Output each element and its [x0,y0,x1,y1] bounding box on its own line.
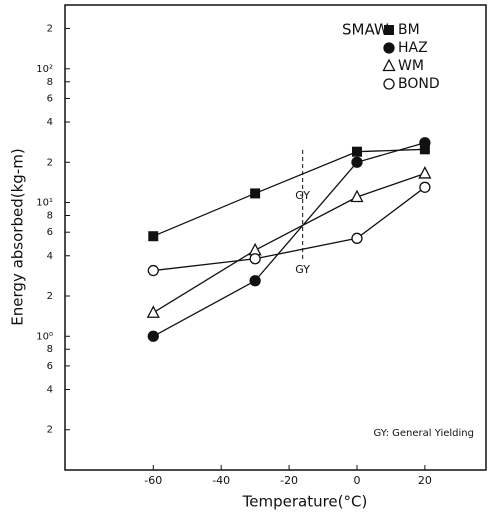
data-point [418,166,432,179]
data-point [147,330,159,342]
y-tick-label: 10² [36,64,53,75]
x-tick-label: 0 [353,474,360,487]
legend-marker [384,25,394,35]
data-point [419,137,431,149]
data-point [351,156,363,168]
note: GY: General Yielding [374,428,474,439]
series-line [153,148,425,237]
y-axis-label: Energy absorbed(kg-m) [9,148,27,325]
x-axis-label: Temperature(°C) [242,493,368,511]
legend-label: HAZ [398,40,428,56]
gy-label-top: GY [295,189,310,202]
data-point [351,146,362,157]
y-tick-label: 2 [47,24,53,35]
y-tick-label: 10⁰ [36,331,53,342]
data-point [419,181,431,193]
series-line [152,172,426,314]
x-tick-label: -40 [212,474,230,487]
data-point [146,305,160,318]
y-tick-label: 6 [47,227,53,238]
y-tick-label: 4 [47,117,53,128]
legend-marker [382,58,396,72]
data-point [350,189,364,203]
y-tick-label: 10¹ [36,198,53,209]
data-point [249,253,261,265]
y-tick-label: 6 [47,361,53,372]
legend-label: WM [398,58,424,74]
data-point [250,188,261,199]
y-tick-label: 8 [47,210,53,221]
y-tick-label: 2 [47,157,53,168]
gy-label-bottom: GY [295,263,310,276]
y-tick-label: 6 [47,93,53,104]
data-point [351,232,363,244]
y-tick-label: 8 [47,344,53,355]
legend-marker [383,42,395,54]
data-point [419,144,430,155]
y-tick-label: 2 [47,425,53,436]
plot-frame [64,4,487,471]
legend-label: BOND [398,76,440,92]
legend-marker [383,78,395,90]
data-point [147,264,159,277]
data-point [249,275,261,287]
x-tick-label: 20 [418,474,432,487]
series-line [152,142,426,337]
data-point [148,231,159,242]
legend-title: SMAW [342,21,389,39]
legend-label: BM [398,22,420,38]
y-tick-label: 4 [47,384,53,395]
y-tick-label: 4 [47,251,53,262]
x-tick-label: -60 [144,474,162,487]
y-tick-label: 2 [47,291,53,302]
y-tick-label: 8 [47,77,53,88]
series-line [153,186,426,272]
x-tick-label: -20 [280,474,298,487]
